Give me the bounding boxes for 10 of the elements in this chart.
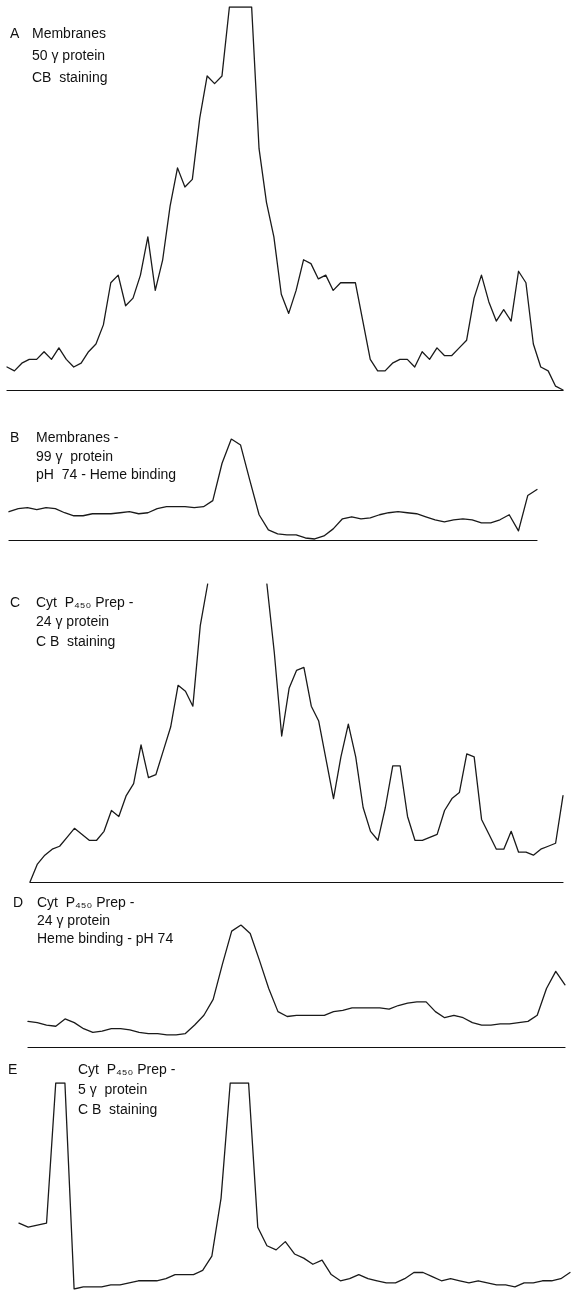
chart-title: E bbox=[8, 1061, 18, 1077]
text: Membranes - 99 γ protein pH 74 - Heme binding bbox=[36, 429, 177, 483]
text: Membranes 50 γ protein CB staining bbox=[32, 25, 108, 85]
chart-subtitle: Cyt P₄₅₀ Prep - 5 γ protein C B staining bbox=[78, 1061, 176, 1117]
chart-subtitle: Cyt P₄₅₀ Prep - 24 γ protein Heme binding - pH 74 bbox=[37, 894, 174, 946]
chart-title: D bbox=[13, 894, 24, 910]
chart-title: B bbox=[10, 429, 20, 446]
text: C bbox=[10, 593, 21, 610]
text: A bbox=[10, 25, 20, 41]
text: Cyt P₄₅₀ Prep - 24 γ protein C B staining bbox=[36, 593, 134, 649]
